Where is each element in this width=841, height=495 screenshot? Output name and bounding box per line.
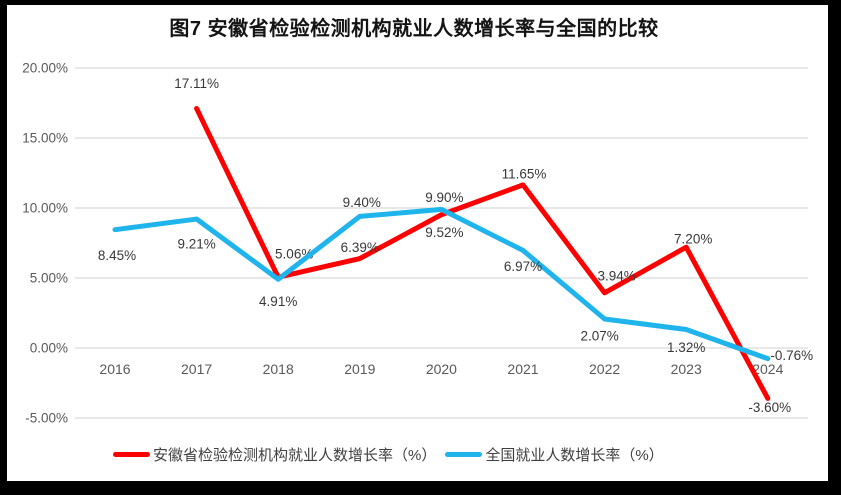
legend-item-0: 安徽省检验检测机构就业人数增长率（%）	[113, 444, 436, 465]
x-tick-label: 2020	[426, 361, 457, 377]
data-point-label: -3.60%	[748, 400, 791, 415]
data-point-label: 6.39%	[341, 240, 379, 255]
data-point-label: 3.94%	[597, 268, 635, 283]
data-point-label: 1.32%	[667, 340, 705, 355]
y-tick-label: 10.00%	[22, 201, 68, 216]
series-line-0	[194, 105, 771, 401]
data-point-label: 17.11%	[174, 76, 219, 91]
chart-surface	[7, 5, 828, 481]
y-tick-label: 15.00%	[22, 131, 68, 146]
x-tick-label: 2021	[507, 361, 538, 377]
x-tick-label: 2022	[589, 361, 620, 377]
legend-item-1: 全国就业人数增长率（%）	[445, 444, 664, 465]
y-tick-label: 20.00%	[22, 61, 68, 76]
data-point-label: -0.76%	[770, 348, 813, 363]
x-tick-label: 2016	[99, 361, 130, 377]
data-point-label: 4.91%	[259, 294, 297, 309]
legend-label: 全国就业人数增长率（%）	[485, 447, 664, 464]
data-point-label: 2.07%	[580, 329, 618, 344]
x-tick-label: 2024	[752, 361, 783, 377]
legend-line-swatch	[445, 452, 483, 457]
x-tick-label: 2017	[181, 361, 212, 377]
data-point-label: 9.90%	[425, 190, 463, 205]
data-point-label: 8.45%	[98, 248, 136, 263]
y-tick-label: 5.00%	[30, 271, 68, 286]
x-tick-label: 2018	[263, 361, 294, 377]
data-point-label: 6.97%	[504, 259, 542, 274]
data-point-label: 9.52%	[425, 225, 463, 240]
data-point-label: 11.65%	[502, 166, 547, 181]
y-tick-label: -5.00%	[25, 411, 68, 426]
legend-line-swatch	[113, 452, 150, 457]
chart-title: 图7 安徽省检验检测机构就业人数增长率与全国的比较	[169, 18, 659, 40]
series-line-1	[112, 206, 771, 362]
data-point-label: 9.40%	[343, 195, 381, 210]
chart-legend: 安徽省检验检测机构就业人数增长率（%） 全国就业人数增长率（%）	[113, 444, 664, 465]
legend-label: 安徽省检验检测机构就业人数增长率（%）	[153, 447, 437, 464]
data-point-label: 7.20%	[674, 232, 712, 247]
x-tick-label: 2023	[671, 361, 702, 377]
y-tick-label: 0.00%	[30, 341, 68, 356]
x-tick-label: 2019	[344, 361, 375, 377]
data-point-label: 9.21%	[177, 237, 215, 252]
